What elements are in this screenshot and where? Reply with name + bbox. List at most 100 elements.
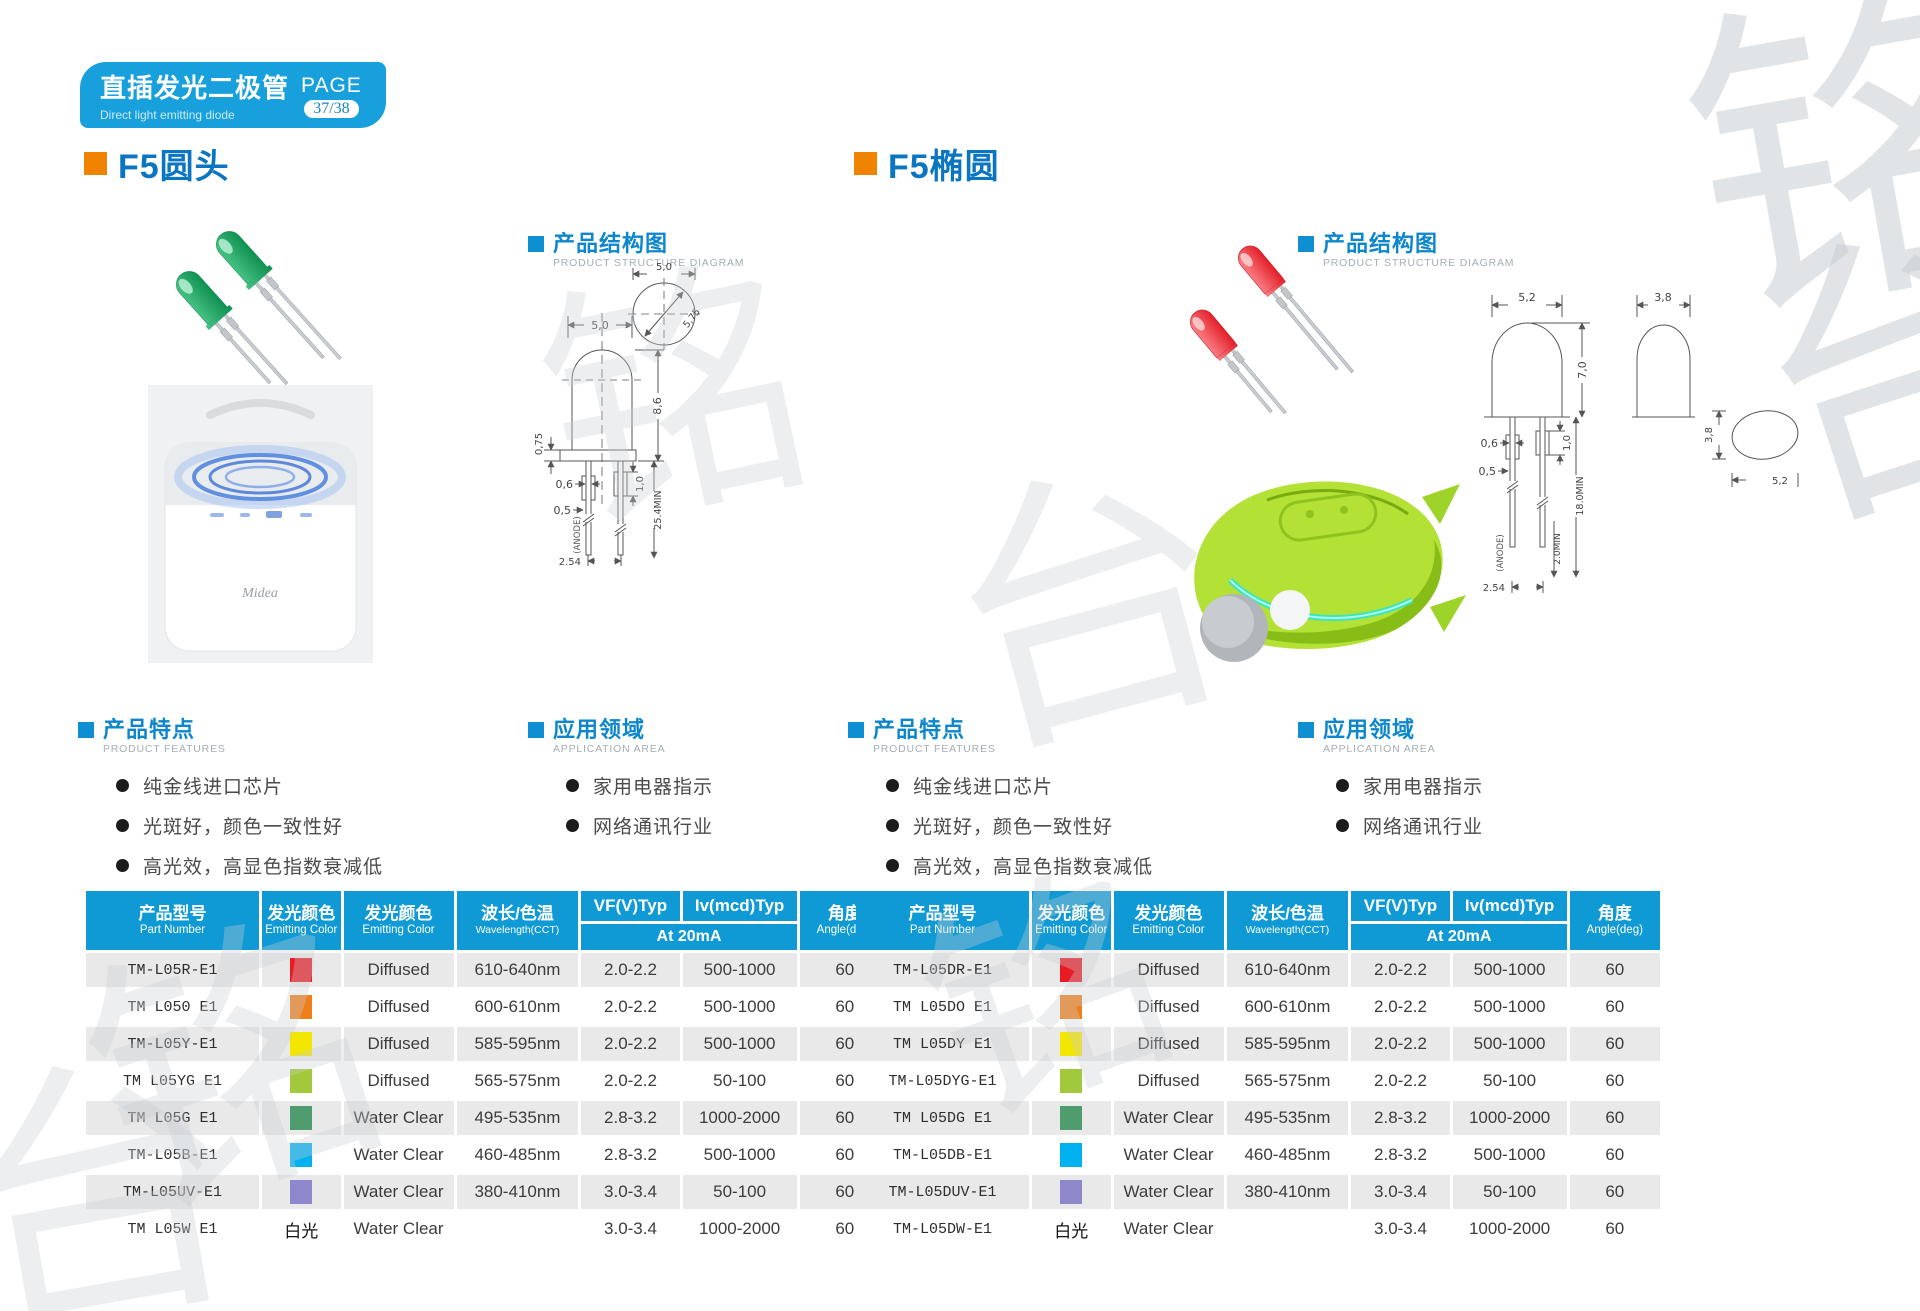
emitting-color-cell: [1031, 1027, 1111, 1061]
iv-cell: 500-1000: [682, 953, 797, 987]
header-title-zh: 直插发光二极管: [100, 73, 290, 103]
header-title-en: Direct light emitting diode: [100, 108, 235, 122]
wavelength-cell: 600-610nm: [456, 990, 579, 1024]
svg-text:5,2: 5,2: [1518, 291, 1536, 304]
wavelength-cell: 610-640nm: [456, 953, 579, 987]
table-row: TM L05W E1 白光 Water Clear 3.0-3.4 1000-2000 6…: [86, 1212, 890, 1246]
red-led-photo: [1190, 245, 1355, 415]
angle-cell: 60: [1569, 1175, 1660, 1209]
color-swatch: [1060, 1106, 1083, 1130]
bullet-text: 光斑好，颜色一致性好: [913, 817, 1114, 838]
lens-type-cell: Diffused: [1113, 953, 1224, 987]
emitting-color-cell: [261, 1064, 341, 1098]
col-lens-type: 发光颜色 Emitting Color: [343, 891, 454, 950]
header-title-block: 直插发光二极管 Direct light emitting diode: [100, 68, 289, 122]
wavelength-cell: 495-535nm: [1226, 1101, 1349, 1135]
table-row: TM-L05DW-E1 白光 Water Clear 3.0-3.4 1000-2000…: [856, 1212, 1660, 1246]
svg-text:0,5: 0,5: [554, 504, 572, 517]
bullet-text: 家用电器指示: [593, 777, 714, 798]
table-row: TM L05DY E1 Diffused 585-595nm 2.0-2.2 500-1…: [856, 1027, 1660, 1061]
color-swatch: [1060, 995, 1083, 1019]
bullet-dot-icon: [116, 859, 129, 872]
wavelength-cell: 380-410nm: [456, 1175, 579, 1209]
emitting-color-cell: 白光: [1031, 1212, 1111, 1246]
bullet-item: 光斑好，颜色一致性好: [116, 812, 383, 839]
table-row: TM L05DG E1 Water Clear 495-535nm 2.8-3.2 10…: [856, 1101, 1660, 1135]
vf-cell: 3.0-3.4: [581, 1175, 680, 1209]
features-heading-zh: 产品特点: [103, 717, 196, 742]
col-vf: VF(V)Typ: [1351, 891, 1450, 921]
table-row: TM-L05UV-E1 Water Clear 380-410nm 3.0-3.4 50…: [86, 1175, 890, 1209]
part-number-cell: TM-L05DW-E1: [856, 1212, 1029, 1246]
wavelength-cell: 380-410nm: [1226, 1175, 1349, 1209]
bullet-item: 网络通讯行业: [1336, 812, 1483, 839]
bullet-dot-icon: [1336, 819, 1349, 832]
table-row: TM-L05DUV-E1 Water Clear 380-410nm 3.0-3.4 5…: [856, 1175, 1660, 1209]
color-swatch: [1060, 958, 1083, 982]
iv-cell: 500-1000: [1452, 1138, 1567, 1172]
bullet-dot-icon: [886, 859, 899, 872]
svg-text:5,75: 5,75: [681, 307, 702, 330]
col-iv: Iv(mcd)Typ: [1452, 891, 1567, 921]
vf-cell: 2.0-2.2: [1351, 990, 1450, 1024]
features-list-right: 纯金线进口芯片 光斑好，颜色一致性好 高光效，高显色指数衰减低: [886, 772, 1153, 892]
svg-text:0,6: 0,6: [1481, 437, 1499, 450]
features-heading-en: PRODUCT FEATURES: [873, 743, 996, 756]
emitting-color-cell: [1031, 1064, 1111, 1098]
angle-cell: 60: [1569, 1138, 1660, 1172]
wavelength-cell: [1226, 1212, 1349, 1246]
part-number-cell: TM L05DO E1: [856, 990, 1029, 1024]
iv-cell: 50-100: [682, 1175, 797, 1209]
svg-text:1,0: 1,0: [1562, 435, 1573, 451]
table-row: TM-L05DR-E1 Diffused 610-640nm 2.0-2.2 500-1…: [856, 953, 1660, 987]
vf-cell: 2.8-3.2: [581, 1101, 680, 1135]
part-number-cell: TM L050 E1: [86, 990, 259, 1024]
lens-type-cell: Diffused: [1113, 1064, 1224, 1098]
color-swatch: [290, 958, 313, 982]
wavelength-cell: 585-595nm: [1226, 1027, 1349, 1061]
lens-type-cell: Water Clear: [343, 1212, 454, 1246]
table-row: TM L05YG E1 Diffused 565-575nm 2.0-2.2 50-10…: [86, 1064, 890, 1098]
vf-cell: 2.8-3.2: [581, 1138, 680, 1172]
emitting-color-cell: [1031, 990, 1111, 1024]
emitting-color-cell: [1031, 1138, 1111, 1172]
table-row: TM L05DO E1 Diffused 600-610nm 2.0-2.2 500-1…: [856, 990, 1660, 1024]
table-row: TM-L05DB-E1 Water Clear 460-485nm 2.8-3.2 50…: [856, 1138, 1660, 1172]
lens-type-cell: Water Clear: [1113, 1212, 1224, 1246]
svg-text:5,2: 5,2: [1772, 476, 1788, 487]
svg-text:0,6: 0,6: [556, 478, 574, 491]
bullet-item: 高光效，高显色指数衰减低: [116, 852, 383, 879]
wavelength-cell: 585-595nm: [456, 1027, 579, 1061]
lens-type-cell: Water Clear: [1113, 1138, 1224, 1172]
vf-cell: 2.0-2.2: [1351, 953, 1450, 987]
lens-type-cell: Diffused: [343, 1064, 454, 1098]
bullet-dot-icon: [566, 779, 579, 792]
vf-cell: 2.8-3.2: [1351, 1101, 1450, 1135]
col-lens-type: 发光颜色 Emitting Color: [1113, 891, 1224, 950]
col-iv: Iv(mcd)Typ: [682, 891, 797, 921]
lens-type-cell: Water Clear: [1113, 1175, 1224, 1209]
emitting-color-cell: [261, 1175, 341, 1209]
color-swatch: [290, 1069, 313, 1093]
part-number-cell: TM-L05B-E1: [86, 1138, 259, 1172]
color-swatch: [290, 1106, 313, 1130]
svg-text:5,0: 5,0: [591, 319, 609, 332]
emitting-color-cell: [261, 953, 341, 987]
section-title-text: F5圆头: [118, 148, 230, 186]
color-swatch: [290, 1032, 313, 1056]
wavelength-cell: 495-535nm: [456, 1101, 579, 1135]
table-row: TM L050 E1 Diffused 600-610nm 2.0-2.2 500-10…: [86, 990, 890, 1024]
iv-cell: 500-1000: [682, 990, 797, 1024]
col-at-20ma: At 20mA: [1351, 924, 1567, 950]
vf-cell: 2.0-2.2: [581, 953, 680, 987]
svg-text:0,5: 0,5: [1479, 465, 1497, 478]
part-number-cell: TM-L05DR-E1: [856, 953, 1029, 987]
iv-cell: 500-1000: [1452, 990, 1567, 1024]
lens-type-cell: Water Clear: [343, 1101, 454, 1135]
bullet-item: 家用电器指示: [1336, 772, 1483, 799]
page-number-block: PAGE 37/38: [301, 74, 362, 118]
bullet-text: 高光效，高显色指数衰减低: [143, 857, 384, 878]
vf-cell: 2.0-2.2: [581, 1064, 680, 1098]
section-title-right: F5椭圆: [854, 139, 1000, 188]
col-at-20ma: At 20mA: [581, 924, 797, 950]
